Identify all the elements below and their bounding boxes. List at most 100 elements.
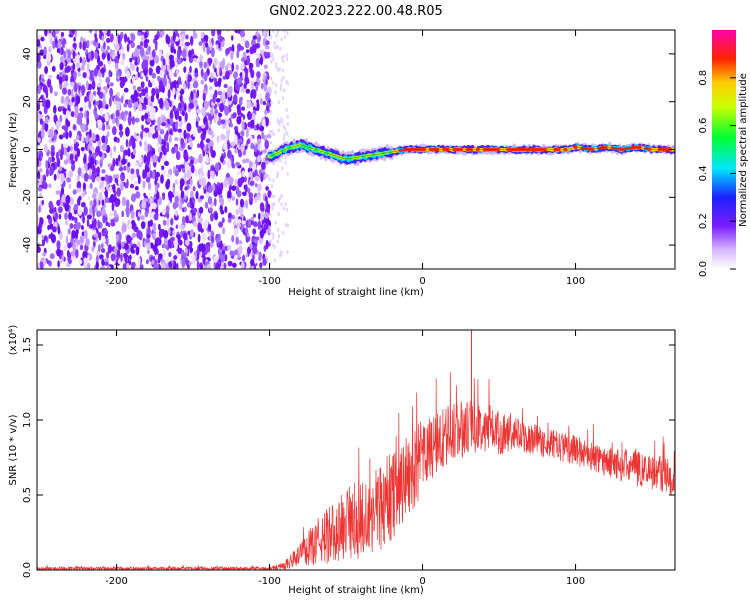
y-tick-label: 1.5 [22, 337, 33, 353]
noise-blob [68, 258, 72, 265]
noise-blob [121, 210, 124, 218]
noise-blob [122, 222, 127, 233]
noise-blob [283, 88, 286, 93]
noise-blob [285, 207, 289, 212]
noise-blob [137, 103, 143, 112]
noise-blob [77, 67, 81, 72]
noise-blob [162, 194, 166, 201]
noise-blob [268, 120, 272, 125]
noise-blob [235, 64, 239, 71]
noise-blob [178, 115, 182, 122]
noise-blob [58, 76, 63, 85]
noise-blob [54, 212, 59, 221]
noise-blob [281, 96, 285, 101]
noise-blob [181, 216, 186, 225]
noise-blob [284, 160, 287, 165]
noise-blob [40, 78, 45, 83]
noise-blob [215, 262, 221, 269]
noise-blob [138, 156, 143, 164]
noise-blob [102, 215, 106, 224]
noise-blob [142, 180, 146, 189]
noise-blob [162, 249, 167, 258]
noise-blob [226, 198, 232, 204]
noise-blob [215, 98, 221, 103]
noise-blob [122, 242, 125, 248]
noise-blob [169, 110, 174, 121]
noise-blob [210, 47, 215, 58]
noise-blob [92, 208, 95, 219]
noise-blob [76, 134, 80, 141]
noise-blob [218, 221, 224, 228]
noise-blob [134, 264, 140, 269]
noise-blob [87, 184, 90, 189]
noise-blob [233, 134, 238, 143]
noise-blob [278, 119, 281, 124]
noise-blob [59, 258, 63, 264]
noise-blob [110, 164, 115, 172]
noise-blob [83, 257, 87, 267]
noise-blob [198, 153, 203, 164]
noise-blob [62, 132, 66, 138]
noise-blob [45, 167, 50, 177]
noise-blob [225, 48, 230, 55]
noise-blob [216, 30, 222, 36]
noise-blob [157, 75, 161, 82]
noise-blob [200, 264, 204, 269]
noise-blob [127, 162, 131, 168]
noise-blob [134, 181, 138, 186]
noise-blob [82, 182, 86, 190]
noise-blob [217, 90, 223, 96]
noise-blob [242, 70, 246, 80]
noise-blob [188, 49, 192, 59]
noise-blob [86, 110, 90, 119]
noise-blob [276, 171, 280, 176]
noise-blob [245, 253, 249, 258]
noise-blob [286, 223, 290, 228]
noise-blob [272, 232, 275, 237]
noise-blob [168, 261, 173, 269]
noise-blob [241, 57, 246, 63]
noise-blob [266, 134, 272, 139]
noise-blob [200, 245, 206, 252]
x-tick-label: 0 [419, 576, 425, 587]
noise-blob [76, 187, 82, 193]
noise-blob [256, 123, 260, 131]
noise-blob [105, 189, 108, 200]
noise-blob [128, 138, 132, 147]
noise-blob [180, 190, 185, 199]
noise-blob [197, 233, 201, 243]
noise-blob [121, 158, 127, 166]
noise-blob [78, 195, 82, 201]
y-tick-label: 0.5 [22, 487, 33, 503]
spectrogram-y-axis-label: Frequency (Hz) [8, 112, 19, 188]
noise-blob [226, 159, 232, 170]
noise-blob [56, 157, 61, 168]
noise-blob [89, 200, 94, 207]
noise-blob [261, 228, 267, 235]
noise-blob [109, 96, 112, 107]
noise-blob [88, 100, 92, 110]
noise-blob [222, 249, 226, 256]
noise-blob [39, 168, 43, 173]
noise-blob [185, 41, 191, 47]
noise-blob [249, 180, 255, 186]
noise-blob [57, 226, 61, 235]
noise-blob [58, 149, 61, 156]
noise-blob [89, 182, 93, 190]
noise-blob [208, 185, 213, 194]
noise-blob [262, 118, 266, 127]
noise-blob [39, 118, 44, 125]
noise-blob [248, 62, 254, 69]
noise-blob [256, 101, 260, 112]
noise-blob [76, 239, 81, 245]
noise-blob [151, 72, 157, 79]
noise-blob [236, 104, 241, 111]
noise-blob [160, 174, 164, 184]
noise-blob [271, 80, 275, 85]
noise-blob [101, 135, 106, 144]
noise-blob [102, 237, 106, 244]
noise-blob [196, 260, 200, 269]
noise-blob [207, 223, 212, 232]
noise-blob [80, 225, 84, 230]
noise-blob [55, 190, 61, 195]
